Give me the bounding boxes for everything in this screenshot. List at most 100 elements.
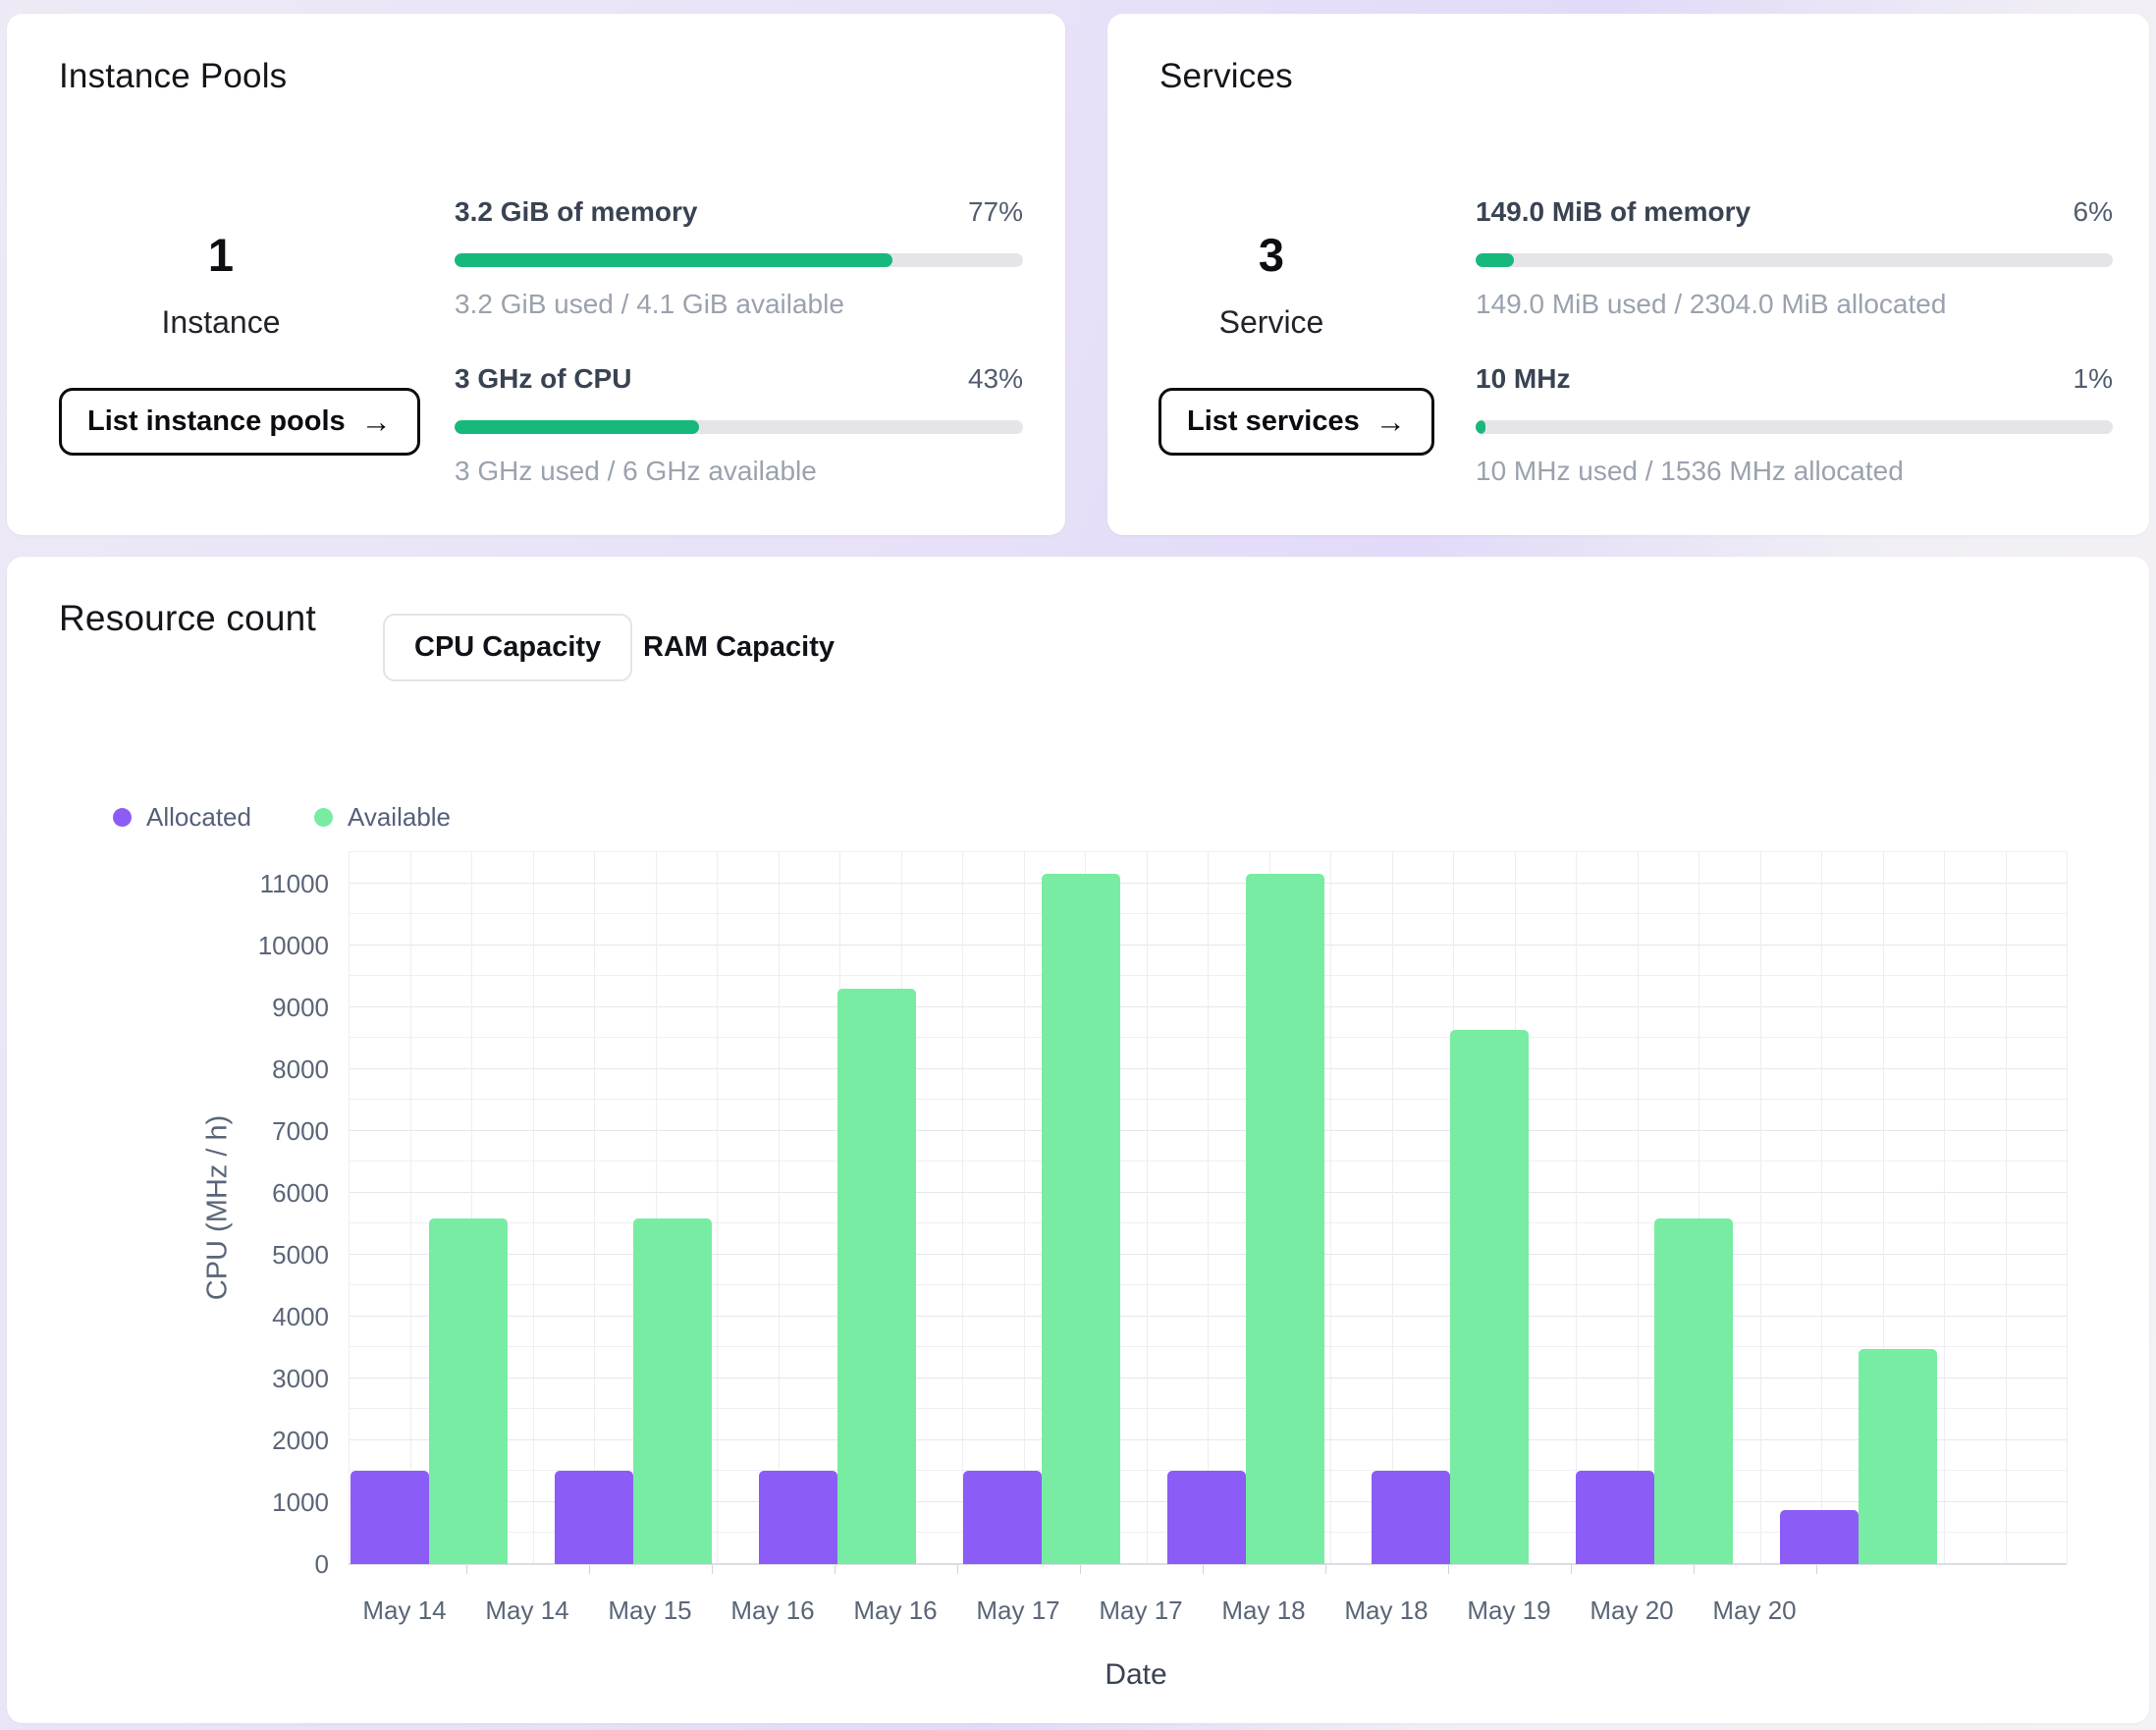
- gridline-v: [532, 852, 534, 1564]
- bar-allocated: [1372, 1470, 1450, 1564]
- x-axis-tick: [1079, 1565, 1081, 1574]
- services-memory-progress-fill: [1476, 253, 1514, 267]
- legend-item-allocated[interactable]: Allocated: [113, 802, 251, 833]
- services-cpu-progress-fill: [1476, 420, 1485, 434]
- y-axis-tick-label: 5000: [272, 1239, 329, 1270]
- tab-ram-capacity[interactable]: RAM Capacity: [643, 631, 835, 663]
- y-axis-tick-label: 10000: [257, 930, 329, 960]
- services-memory-metric-detail: 149.0 MiB used / 2304.0 MiB allocated: [1476, 289, 1947, 319]
- instance-pools-card: Instance Pools 1 Instance List instance …: [7, 14, 1065, 535]
- bar-available: [429, 1218, 508, 1564]
- instance-pools-count-label: Instance: [161, 304, 281, 340]
- x-axis-tick-label: May 19: [1467, 1595, 1551, 1625]
- services-cpu-metric: 10 MHz 1% 10 MHz used / 1536 MHz allocat…: [1476, 363, 2113, 487]
- gridline-v: [2005, 852, 2007, 1564]
- gridline-v: [717, 852, 718, 1564]
- bar-available: [1859, 1348, 1937, 1564]
- list-services-button[interactable]: List services →: [1159, 388, 1434, 456]
- services-cpu-progress-track: [1476, 420, 2113, 434]
- x-axis-title: Date: [1105, 1658, 1167, 1691]
- cpu-metric: 3 GHz of CPU 43% 3 GHz used / 6 GHz avai…: [455, 363, 1023, 487]
- memory-metric-percent: 77%: [967, 196, 1023, 227]
- x-axis-tick: [465, 1565, 467, 1574]
- tab-cpu-capacity[interactable]: CPU Capacity: [383, 614, 633, 681]
- chart-legend: Allocated Available: [113, 802, 451, 833]
- bar-available: [1246, 874, 1324, 1564]
- services-title: Services: [1159, 57, 1293, 95]
- bar-allocated: [963, 1470, 1042, 1564]
- services-cpu-metric-percent: 1%: [2073, 363, 2113, 394]
- bar-available: [837, 988, 916, 1564]
- cpu-metric-label: 3 GHz of CPU: [455, 363, 632, 394]
- x-axis-tick-label: May 18: [1344, 1595, 1428, 1625]
- x-axis-tick: [1693, 1565, 1695, 1574]
- bar-available: [1450, 1029, 1529, 1564]
- gridline-v: [1023, 852, 1025, 1564]
- gridline-v: [2067, 852, 2068, 1564]
- x-axis-tick-label: May 17: [1099, 1595, 1183, 1625]
- memory-metric-label: 3.2 GiB of memory: [455, 196, 698, 227]
- x-axis-tick-label: May 14: [485, 1595, 569, 1625]
- services-count-label: Service: [1218, 304, 1324, 340]
- resource-count-card: Resource count CPU Capacity RAM Capacity…: [7, 557, 2149, 1723]
- x-axis-tick: [1324, 1565, 1326, 1574]
- services-count: 3: [1258, 229, 1285, 281]
- gridline-v: [962, 852, 963, 1564]
- gridline-v: [1391, 852, 1393, 1564]
- services-memory-metric-label: 149.0 MiB of memory: [1476, 196, 1752, 227]
- instance-pools-count: 1: [207, 229, 235, 281]
- list-services-button-label: List services: [1187, 405, 1360, 437]
- services-cpu-metric-detail: 10 MHz used / 1536 MHz allocated: [1476, 456, 1904, 486]
- chart-plot: [349, 851, 2068, 1574]
- gridline-v: [1759, 852, 1761, 1564]
- x-axis-tick: [1570, 1565, 1572, 1574]
- gridline-v: [471, 852, 472, 1564]
- gridline-v: [1146, 852, 1148, 1564]
- x-axis-tick-label: May 17: [976, 1595, 1060, 1625]
- bar-allocated: [555, 1470, 633, 1564]
- x-axis-tick-label: May 14: [362, 1595, 447, 1625]
- memory-progress-track: [455, 253, 1023, 267]
- gridline-h: [349, 851, 2067, 852]
- y-axis-tick-label: 1000: [272, 1487, 329, 1517]
- allocated-dot-icon: [113, 808, 132, 827]
- x-axis-tick-label: May 16: [730, 1595, 815, 1625]
- cpu-metric-percent: 43%: [967, 363, 1023, 394]
- y-axis-tick-label: 8000: [272, 1054, 329, 1084]
- memory-metric: 3.2 GiB of memory 77% 3.2 GiB used / 4.1…: [455, 196, 1023, 320]
- services-cpu-metric-label: 10 MHz: [1476, 363, 1571, 394]
- gridline-v: [1330, 852, 1331, 1564]
- services-memory-metric: 149.0 MiB of memory 6% 149.0 MiB used / …: [1476, 196, 2113, 320]
- list-instance-pools-button-label: List instance pools: [87, 405, 346, 437]
- services-card: Services 3 Service List services → 149.0…: [1107, 14, 2149, 535]
- x-axis-tick: [956, 1565, 958, 1574]
- cpu-progress-fill: [455, 420, 699, 434]
- x-axis-tick: [588, 1565, 590, 1574]
- bar-available: [1042, 874, 1120, 1564]
- services-memory-metric-percent: 6%: [2073, 196, 2113, 227]
- legend-item-available[interactable]: Available: [313, 802, 451, 833]
- gridline-v: [778, 852, 780, 1564]
- bar-allocated: [1780, 1510, 1859, 1564]
- list-instance-pools-button[interactable]: List instance pools →: [59, 388, 420, 456]
- available-dot-icon: [313, 808, 333, 827]
- gridline-v: [409, 852, 411, 1564]
- x-axis-tick-label: May 18: [1221, 1595, 1306, 1625]
- memory-progress-fill: [455, 253, 892, 267]
- x-axis-tick: [711, 1565, 713, 1574]
- x-axis-line: [349, 1563, 2067, 1565]
- x-axis-tick-label: May 15: [608, 1595, 692, 1625]
- memory-metric-detail: 3.2 GiB used / 4.1 GiB available: [455, 289, 844, 319]
- gridline-v: [1882, 852, 1884, 1564]
- x-axis-tick: [1815, 1565, 1817, 1574]
- y-axis-tick-label: 6000: [272, 1177, 329, 1208]
- gridline-v: [1208, 852, 1209, 1564]
- x-axis-tick: [1202, 1565, 1204, 1574]
- gridline-v: [594, 852, 595, 1564]
- y-axis-tick-label: 11000: [259, 868, 329, 898]
- bar-available: [1654, 1218, 1733, 1564]
- gridline-v: [1637, 852, 1639, 1564]
- gridline-v: [349, 852, 350, 1564]
- services-memory-progress-track: [1476, 253, 2113, 267]
- x-axis-tick-label: May 16: [853, 1595, 938, 1625]
